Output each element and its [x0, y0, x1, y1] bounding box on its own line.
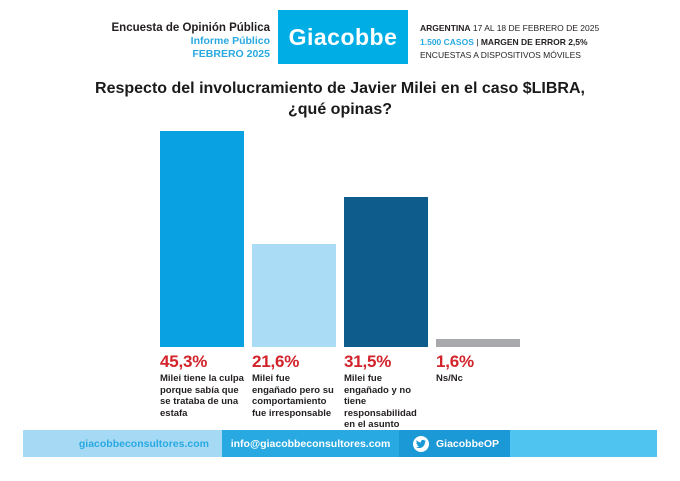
label-column: 21,6% Milei fue engañado pero su comport…: [252, 352, 336, 431]
email-link[interactable]: info@giacobbeconsultores.com: [222, 430, 399, 457]
bar-milei-culpable: [160, 131, 244, 347]
footer-contact-bar: giacobbeconsultores.com info@giacobbecon…: [23, 430, 657, 457]
giacobbe-logo: Giacobbe: [278, 10, 408, 64]
bar-enganado-sin-responsabilidad: [344, 197, 428, 347]
sample-line: 1.500 CASOS | MARGEN DE ERROR 2,5%: [420, 36, 599, 50]
cases-label: 1.500 CASOS: [420, 36, 474, 47]
bar-enganado-irresponsable: [252, 244, 336, 347]
question-line-2: ¿qué opinas?: [288, 101, 392, 118]
percent-value: 1,6%: [436, 352, 474, 371]
report-type-label: Informe Público: [190, 35, 270, 47]
label-column: 45,3% Milei tiene la culpa porque sabía …: [160, 352, 244, 431]
percent-value: 21,6%: [252, 352, 300, 371]
twitter-link[interactable]: GiacobbeOP: [399, 430, 510, 457]
twitter-bird-icon: [413, 435, 429, 452]
label-column: 1,6% Ns/Nc: [436, 352, 520, 431]
bar-ns-nc: [436, 339, 520, 347]
label-column: 31,5% Milei fue engañado y no tiene resp…: [344, 352, 428, 431]
bar-chart: [160, 131, 524, 347]
category-label: Milei tiene la culpa porque sabía que se…: [160, 373, 244, 419]
category-label: Milei fue engañado pero su comportamient…: [252, 373, 334, 419]
header-right-block: ARGENTINA 17 AL 18 DE FEBRERO DE 2025 1.…: [420, 22, 599, 63]
margin-error-label: MARGEN DE ERROR 2,5%: [480, 36, 588, 47]
percent-value: 45,3%: [160, 352, 208, 371]
method-label: ENCUESTAS A DISPOSITIVOS MÓVILES: [420, 50, 581, 60]
category-label: Milei fue engañado y no tiene responsabi…: [344, 373, 417, 430]
country-label: ARGENTINA: [420, 23, 471, 33]
giacobbe-logo-text: Giacobbe: [288, 23, 398, 50]
survey-program-label: Encuesta de Opinión Pública: [111, 22, 270, 34]
bar-labels: 45,3% Milei tiene la culpa porque sabía …: [160, 352, 532, 431]
field-dates-line: ARGENTINA 17 AL 18 DE FEBRERO DE 2025: [420, 22, 599, 36]
website-link[interactable]: giacobbeconsultores.com: [23, 430, 222, 457]
percent-value: 31,5%: [344, 352, 392, 371]
footer-filler-segment: [510, 430, 657, 457]
question-title: Respecto del involucramiento de Javier M…: [0, 78, 680, 120]
category-label: Ns/Nc: [436, 373, 463, 384]
question-line-1: Respecto del involucramiento de Javier M…: [95, 80, 585, 97]
report-month-label: FEBRERO 2025: [192, 48, 270, 60]
separator: |: [476, 36, 479, 47]
header-left-block: Encuesta de Opinión Pública Informe Públ…: [0, 21, 270, 61]
field-dates-label: 17 AL 18 DE FEBRERO DE 2025: [472, 23, 600, 33]
twitter-handle: GiacobbeOP: [436, 437, 500, 450]
